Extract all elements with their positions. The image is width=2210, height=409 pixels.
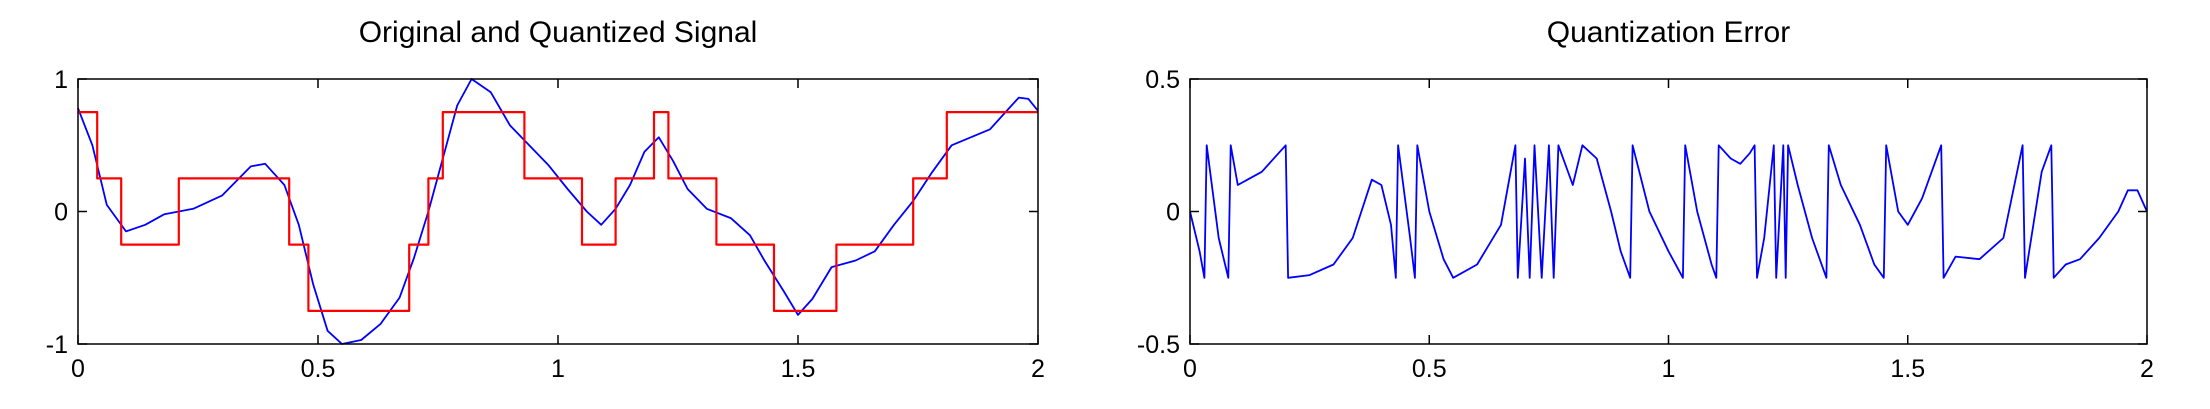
x-tick-label: 0.5 <box>301 355 336 383</box>
chart-1: Original and Quantized Signal 0 0.5 1 1.5 2 -1… <box>46 16 1045 383</box>
axes-box <box>1189 78 2148 345</box>
x-tick-label: 2 <box>2140 355 2154 383</box>
y-tick-label: 0 <box>1166 199 1180 227</box>
series-line-1 <box>1189 144 2148 279</box>
chart-title: Quantization Error <box>1547 16 1790 49</box>
series-line-2 <box>78 111 1038 312</box>
axes-box <box>77 78 1039 345</box>
x-tick-label: 2 <box>1031 355 1045 383</box>
x-tick-label: 0 <box>71 355 85 383</box>
x-tick-label: 1.5 <box>781 355 816 383</box>
x-tick-label: 0.5 <box>1412 355 1447 383</box>
y-tick-label: -1 <box>46 331 68 359</box>
x-tick-label: 0 <box>1183 355 1197 383</box>
y-tick-label: 1 <box>54 66 68 94</box>
y-tick-label: 0.5 <box>1145 66 1180 94</box>
x-tick-label: 1 <box>551 355 565 383</box>
y-tick-label: -0.5 <box>1137 331 1180 359</box>
y-tick-label: 0 <box>54 199 68 227</box>
chart-title: Original and Quantized Signal <box>359 16 758 49</box>
x-tick-label: 1 <box>1662 355 1676 383</box>
x-tick-label: 1.5 <box>1890 355 1925 383</box>
series-line-1 <box>77 78 1039 345</box>
